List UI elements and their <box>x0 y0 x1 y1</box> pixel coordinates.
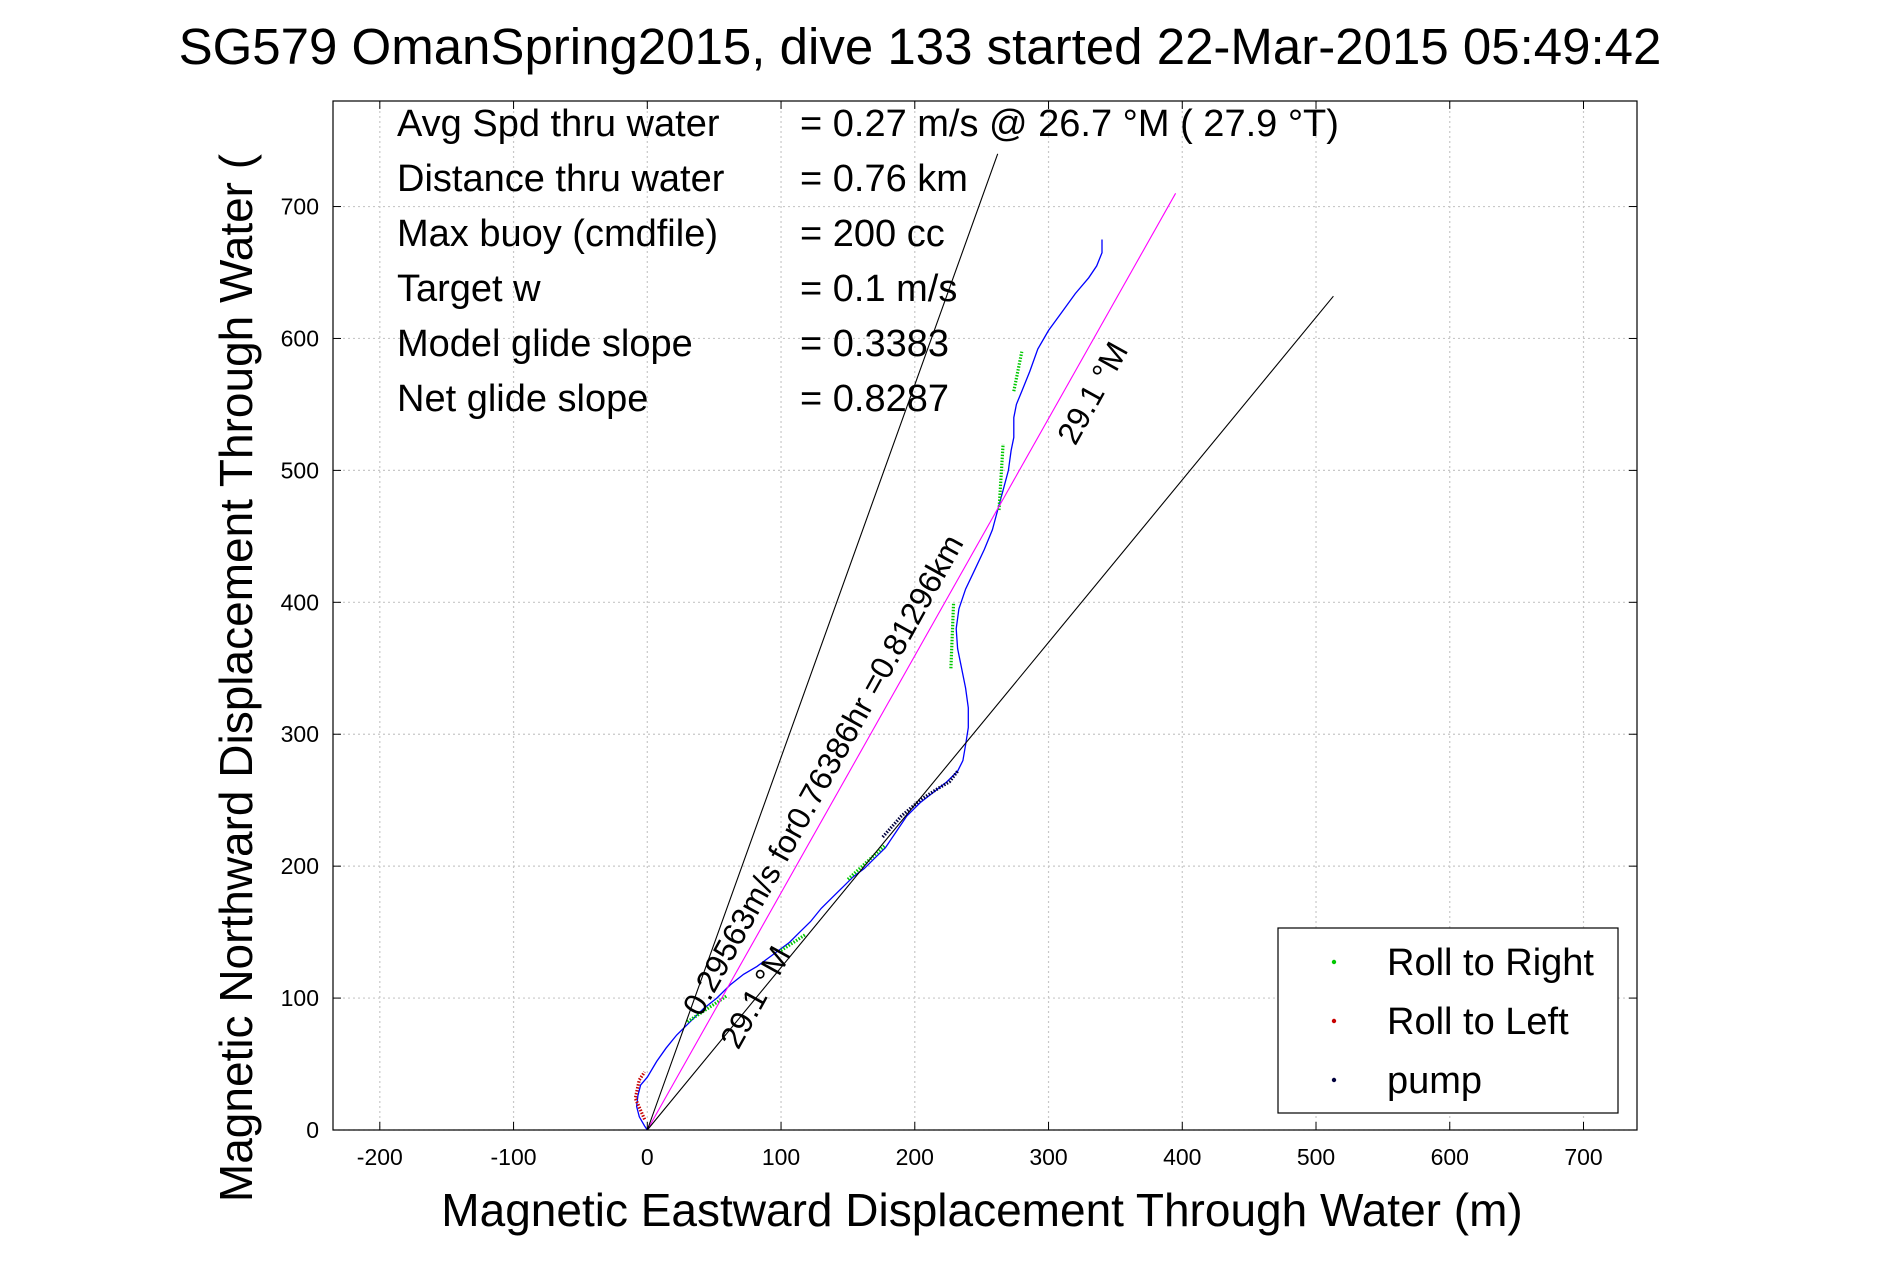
heading-line-line <box>646 193 1177 1131</box>
roll-to-right-markers <box>846 843 887 881</box>
grid <box>333 101 1637 1131</box>
roll-to-right-markers <box>997 443 1005 511</box>
y-axis-label: Magnetic Northward Displacement Through … <box>210 153 262 1202</box>
x-tick-label: 300 <box>1029 1144 1067 1170</box>
stat-label: Target w <box>397 268 541 310</box>
stat-value: = 0.76 km <box>800 158 968 200</box>
stat-label: Avg Spd thru water <box>397 103 720 145</box>
legend-label: Roll to Right <box>1387 942 1594 984</box>
stat-value: = 200 cc <box>800 213 945 255</box>
track-line <box>635 239 1103 1131</box>
y-tick-label: 600 <box>281 325 319 351</box>
x-tick-label: 500 <box>1297 1144 1335 1170</box>
stat-label: Max buoy (cmdfile) <box>397 213 718 255</box>
roll-to-right-markers <box>1012 351 1024 392</box>
legend-marker <box>1331 1077 1337 1083</box>
stat-label: Distance thru water <box>397 158 725 200</box>
plot-series <box>633 153 1334 1131</box>
roll-to-right-markers <box>780 933 806 952</box>
x-axis-label: Magnetic Eastward Displacement Through W… <box>441 1184 1522 1236</box>
y-tick-label: 500 <box>281 457 319 483</box>
y-tick-label: 200 <box>281 853 319 879</box>
y-tick-label: 300 <box>281 721 319 747</box>
envelope-line <box>646 153 999 1131</box>
legend-marker <box>1331 1018 1337 1024</box>
stat-value: = 0.3383 <box>800 323 949 365</box>
stat-value: = 0.27 m/s @ 26.7 °M ( 27.9 °T) <box>800 103 1339 145</box>
x-tick-label: 100 <box>762 1144 800 1170</box>
stat-value: = 0.8287 <box>800 378 949 420</box>
y-tick-label: 700 <box>281 194 319 220</box>
legend-label: pump <box>1387 1060 1482 1102</box>
x-tick-label: 600 <box>1431 1144 1469 1170</box>
roll-to-right-markers <box>949 602 956 669</box>
stat-label: Net glide slope <box>397 378 648 420</box>
plot-frame <box>332 100 1638 1131</box>
x-tick-label: 200 <box>896 1144 934 1170</box>
legend-marker <box>1331 959 1337 965</box>
x-tick-label: 400 <box>1163 1144 1201 1170</box>
x-tick-label: 700 <box>1564 1144 1602 1170</box>
y-tick-label: 400 <box>281 589 319 615</box>
legend: Roll to Right Roll to Left pump <box>1277 927 1619 1114</box>
stats-block: Avg Spd thru water = 0.27 m/s @ 26.7 °M (… <box>397 103 1339 420</box>
stat-label: Model glide slope <box>397 323 693 365</box>
axis-ticks: -200 -100 0 100 200 300 400 500 600 700 0 100 200 300… <box>281 101 1637 1170</box>
legend-label: Roll to Left <box>1387 1001 1569 1043</box>
x-tick-label: -200 <box>357 1144 403 1170</box>
chart-title: SG579 OmanSpring2015, dive 133 started 2… <box>179 18 1662 75</box>
stat-value: = 0.1 m/s <box>800 268 957 310</box>
y-tick-label: 100 <box>281 985 319 1011</box>
y-tick-label: 0 <box>306 1117 319 1143</box>
x-tick-label: 0 <box>641 1144 654 1170</box>
envelope-line <box>646 295 1334 1131</box>
x-tick-label: -100 <box>491 1144 537 1170</box>
